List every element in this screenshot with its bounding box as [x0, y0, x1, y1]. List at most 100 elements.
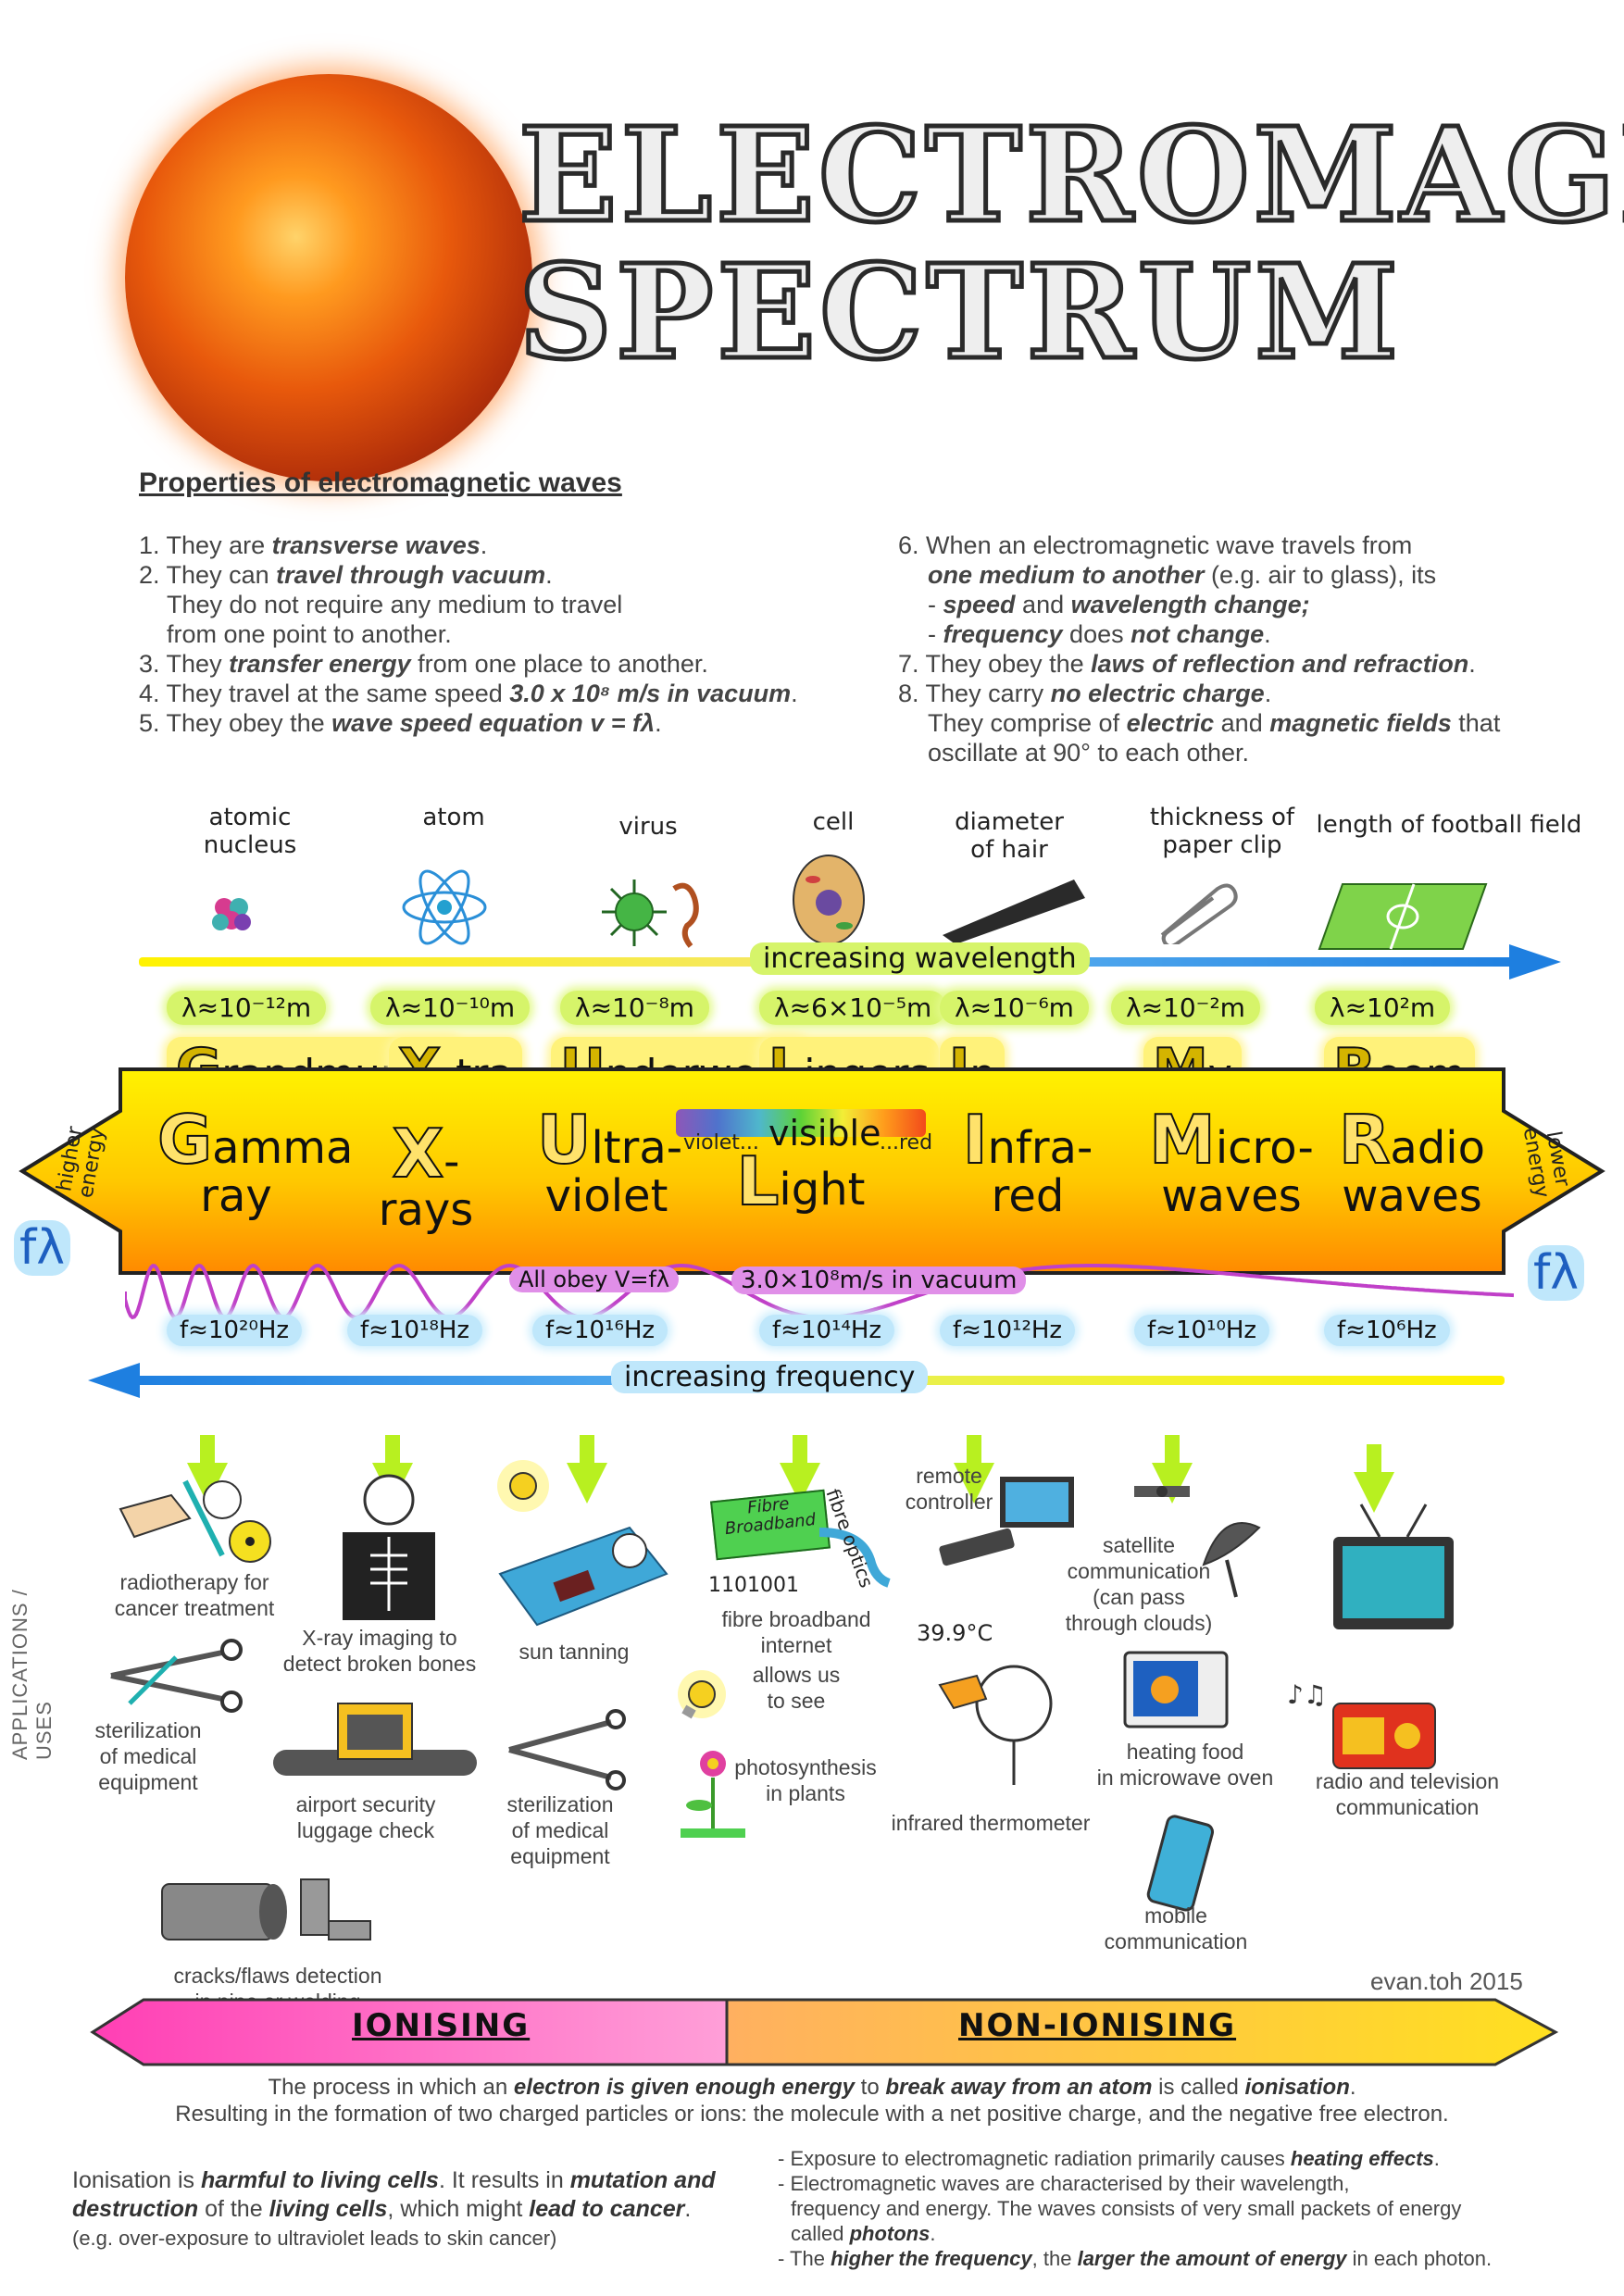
svg-text:♪♫: ♪♫ — [1287, 1679, 1327, 1710]
wavelength-gamma: λ≈10⁻¹²m — [167, 991, 327, 1025]
visible-red-label: ...red — [880, 1131, 933, 1154]
radio-icon: ♪♫ — [1287, 1679, 1436, 1769]
sunbather-icon — [498, 1526, 668, 1627]
ionising-label: IONISING — [352, 2007, 531, 2044]
property-item: 4. They travel at the same speed 3.0 x 1… — [139, 680, 798, 707]
mobile-phone-icon — [1146, 1815, 1215, 1912]
ionisation-result: Resulting in the formation of two charge… — [175, 2102, 1449, 2127]
pipe-crack-icon — [161, 1878, 371, 1940]
infrared-thermometer-icon — [938, 1665, 1053, 1785]
property-item: 8. They carry no electric charge. — [898, 680, 1272, 707]
visible-colour-strip — [676, 1109, 926, 1137]
property-item: - frequency does not change. — [928, 620, 1271, 648]
down-arrow — [954, 1435, 994, 1504]
frequency-xray: f≈10¹⁸Hz — [347, 1315, 483, 1346]
scale-label-cell: cell — [812, 808, 855, 836]
scissors-icon — [508, 1709, 626, 1791]
app-xray-imaging: X-ray imaging to detect broken bones — [282, 1626, 477, 1676]
binary-label: 1101001 — [708, 1574, 799, 1597]
band-ultraviolet: Ultra-violet — [536, 1101, 683, 1222]
nucleus-icon — [212, 898, 251, 930]
ionisation-definition: The process in which an electron is give… — [268, 2075, 1356, 2100]
ionising-bar — [90, 1998, 1559, 2066]
app-remote: remote controller — [905, 1464, 993, 1514]
paperclip-icon — [1160, 883, 1238, 944]
band-xrays: X-rays — [378, 1115, 474, 1236]
scale-label-football-field: length of football field — [1316, 811, 1582, 839]
thermometer-reading: 39.9°C — [917, 1620, 993, 1646]
wavelength-radio: λ≈10²m — [1315, 991, 1451, 1025]
wavelength-visible: λ≈6×10⁻⁵m — [759, 991, 947, 1025]
property-item: 2. They can travel through vacuum. — [139, 561, 553, 589]
app-ir-thermometer: infrared thermometer — [891, 1811, 1091, 1835]
airport-scanner-icon — [273, 1703, 477, 1776]
app-photosynthesis: photosynthesis in plants — [734, 1755, 877, 1805]
visible-label: visible — [768, 1113, 881, 1154]
cell-icon — [793, 855, 865, 945]
band-microwaves: Micro-waves — [1148, 1101, 1314, 1222]
down-arrow — [567, 1435, 607, 1504]
app-sun-tanning: sun tanning — [518, 1640, 630, 1664]
ionisation-harm-text: Ionisation is harmful to living cells. I… — [72, 2167, 716, 2250]
app-see: allows us to see — [752, 1663, 841, 1713]
non-ionising-text: - Exposure to electromagnetic radiation … — [778, 2147, 1493, 2270]
app-radio-tv: radio and television communication — [1315, 1769, 1500, 1819]
scale-label-atom: atom — [422, 804, 485, 831]
frequency-arrow-label: increasing frequency — [611, 1361, 929, 1393]
virus-icon — [602, 880, 699, 948]
property-item: oscillate at 90° to each other. — [928, 739, 1250, 767]
wavelength-xray: λ≈10⁻¹⁰m — [370, 991, 531, 1025]
radiotherapy-icon — [119, 1479, 271, 1563]
band-light: Light — [736, 1142, 866, 1220]
flower-icon — [681, 1751, 745, 1838]
credit: evan.toh 2015 — [1370, 1967, 1523, 1995]
frequency-visible: f≈10¹⁴Hz — [759, 1315, 895, 1346]
property-item: 5. They obey the wave speed equation v =… — [139, 709, 662, 737]
spectrum-band — [19, 1067, 1605, 1275]
f-lambda-right: fλ — [1528, 1245, 1585, 1301]
app-satellite: satellite communication (can pass throug… — [1065, 1533, 1213, 1635]
frequency-radio: f≈10⁶Hz — [1324, 1315, 1450, 1346]
sun-icon — [497, 1460, 549, 1512]
remote-tv-icon — [939, 1477, 1074, 1566]
non-ionising-label: NON-IONISING — [958, 2007, 1237, 2044]
football-field-icon — [1318, 883, 1488, 950]
light-bulb-icon — [678, 1670, 726, 1719]
fibre-broadband-box: Fibre Broadband — [709, 1489, 831, 1561]
app-mobile: mobile communication — [1104, 1903, 1248, 1953]
band-gamma: Gamma ray — [156, 1101, 354, 1222]
property-item: from one point to another. — [167, 620, 452, 648]
property-item: one medium to another (e.g. air to glass… — [928, 561, 1437, 589]
fibre-cable-icon — [818, 1528, 891, 1588]
f-lambda-left: fλ — [14, 1220, 71, 1276]
frequency-microwave: f≈10¹⁰Hz — [1134, 1315, 1270, 1346]
frequency-gamma: f≈10²⁰Hz — [167, 1315, 303, 1346]
applications-side-label: APPLICATIONS / USES — [8, 1589, 56, 1760]
app-sterilization-uv: sterilization of medical equipment — [506, 1792, 614, 1868]
title-line-1: ELECTROMAGNETIC — [517, 100, 1624, 252]
sun-image — [125, 74, 532, 481]
property-item: - speed and wavelength change; — [928, 591, 1310, 618]
property-item: 7. They obey the laws of reflection and … — [898, 650, 1476, 678]
band-radio: Radio waves — [1338, 1101, 1486, 1222]
property-item: They do not require any medium to travel — [167, 591, 623, 618]
app-microwave: heating food in microwave oven — [1096, 1740, 1274, 1790]
television-icon — [1333, 1504, 1454, 1629]
scale-label-virus: virus — [618, 813, 678, 841]
properties-heading: Properties of electromagnetic waves — [139, 468, 622, 498]
wave-equation-label: All obey V=fλ — [509, 1267, 680, 1292]
band-infrared: Infra-red — [962, 1101, 1093, 1222]
frequency-infrared: f≈10¹²Hz — [940, 1315, 1076, 1346]
scale-label-paperclip: thickness of paper clip — [1149, 804, 1295, 859]
property-item: 3. They transfer energy from one place t… — [139, 650, 708, 678]
hair-icon — [943, 880, 1085, 944]
title-line-2: SPECTRUM — [516, 237, 1403, 389]
wave-speed-label: 3.0×10⁸m/s in vacuum — [731, 1267, 1027, 1294]
xray-person-icon — [343, 1474, 435, 1620]
wavelength-microwave: λ≈10⁻²m — [1111, 991, 1260, 1025]
app-radiotherapy: radiotherapy for cancer treatment — [114, 1570, 275, 1620]
app-fibre: fibre broadband internet — [721, 1607, 871, 1657]
atom-icon — [402, 869, 487, 945]
property-item: 6. When an electromagnetic wave travels … — [898, 531, 1413, 559]
wavelength-infrared: λ≈10⁻⁶m — [940, 991, 1089, 1025]
